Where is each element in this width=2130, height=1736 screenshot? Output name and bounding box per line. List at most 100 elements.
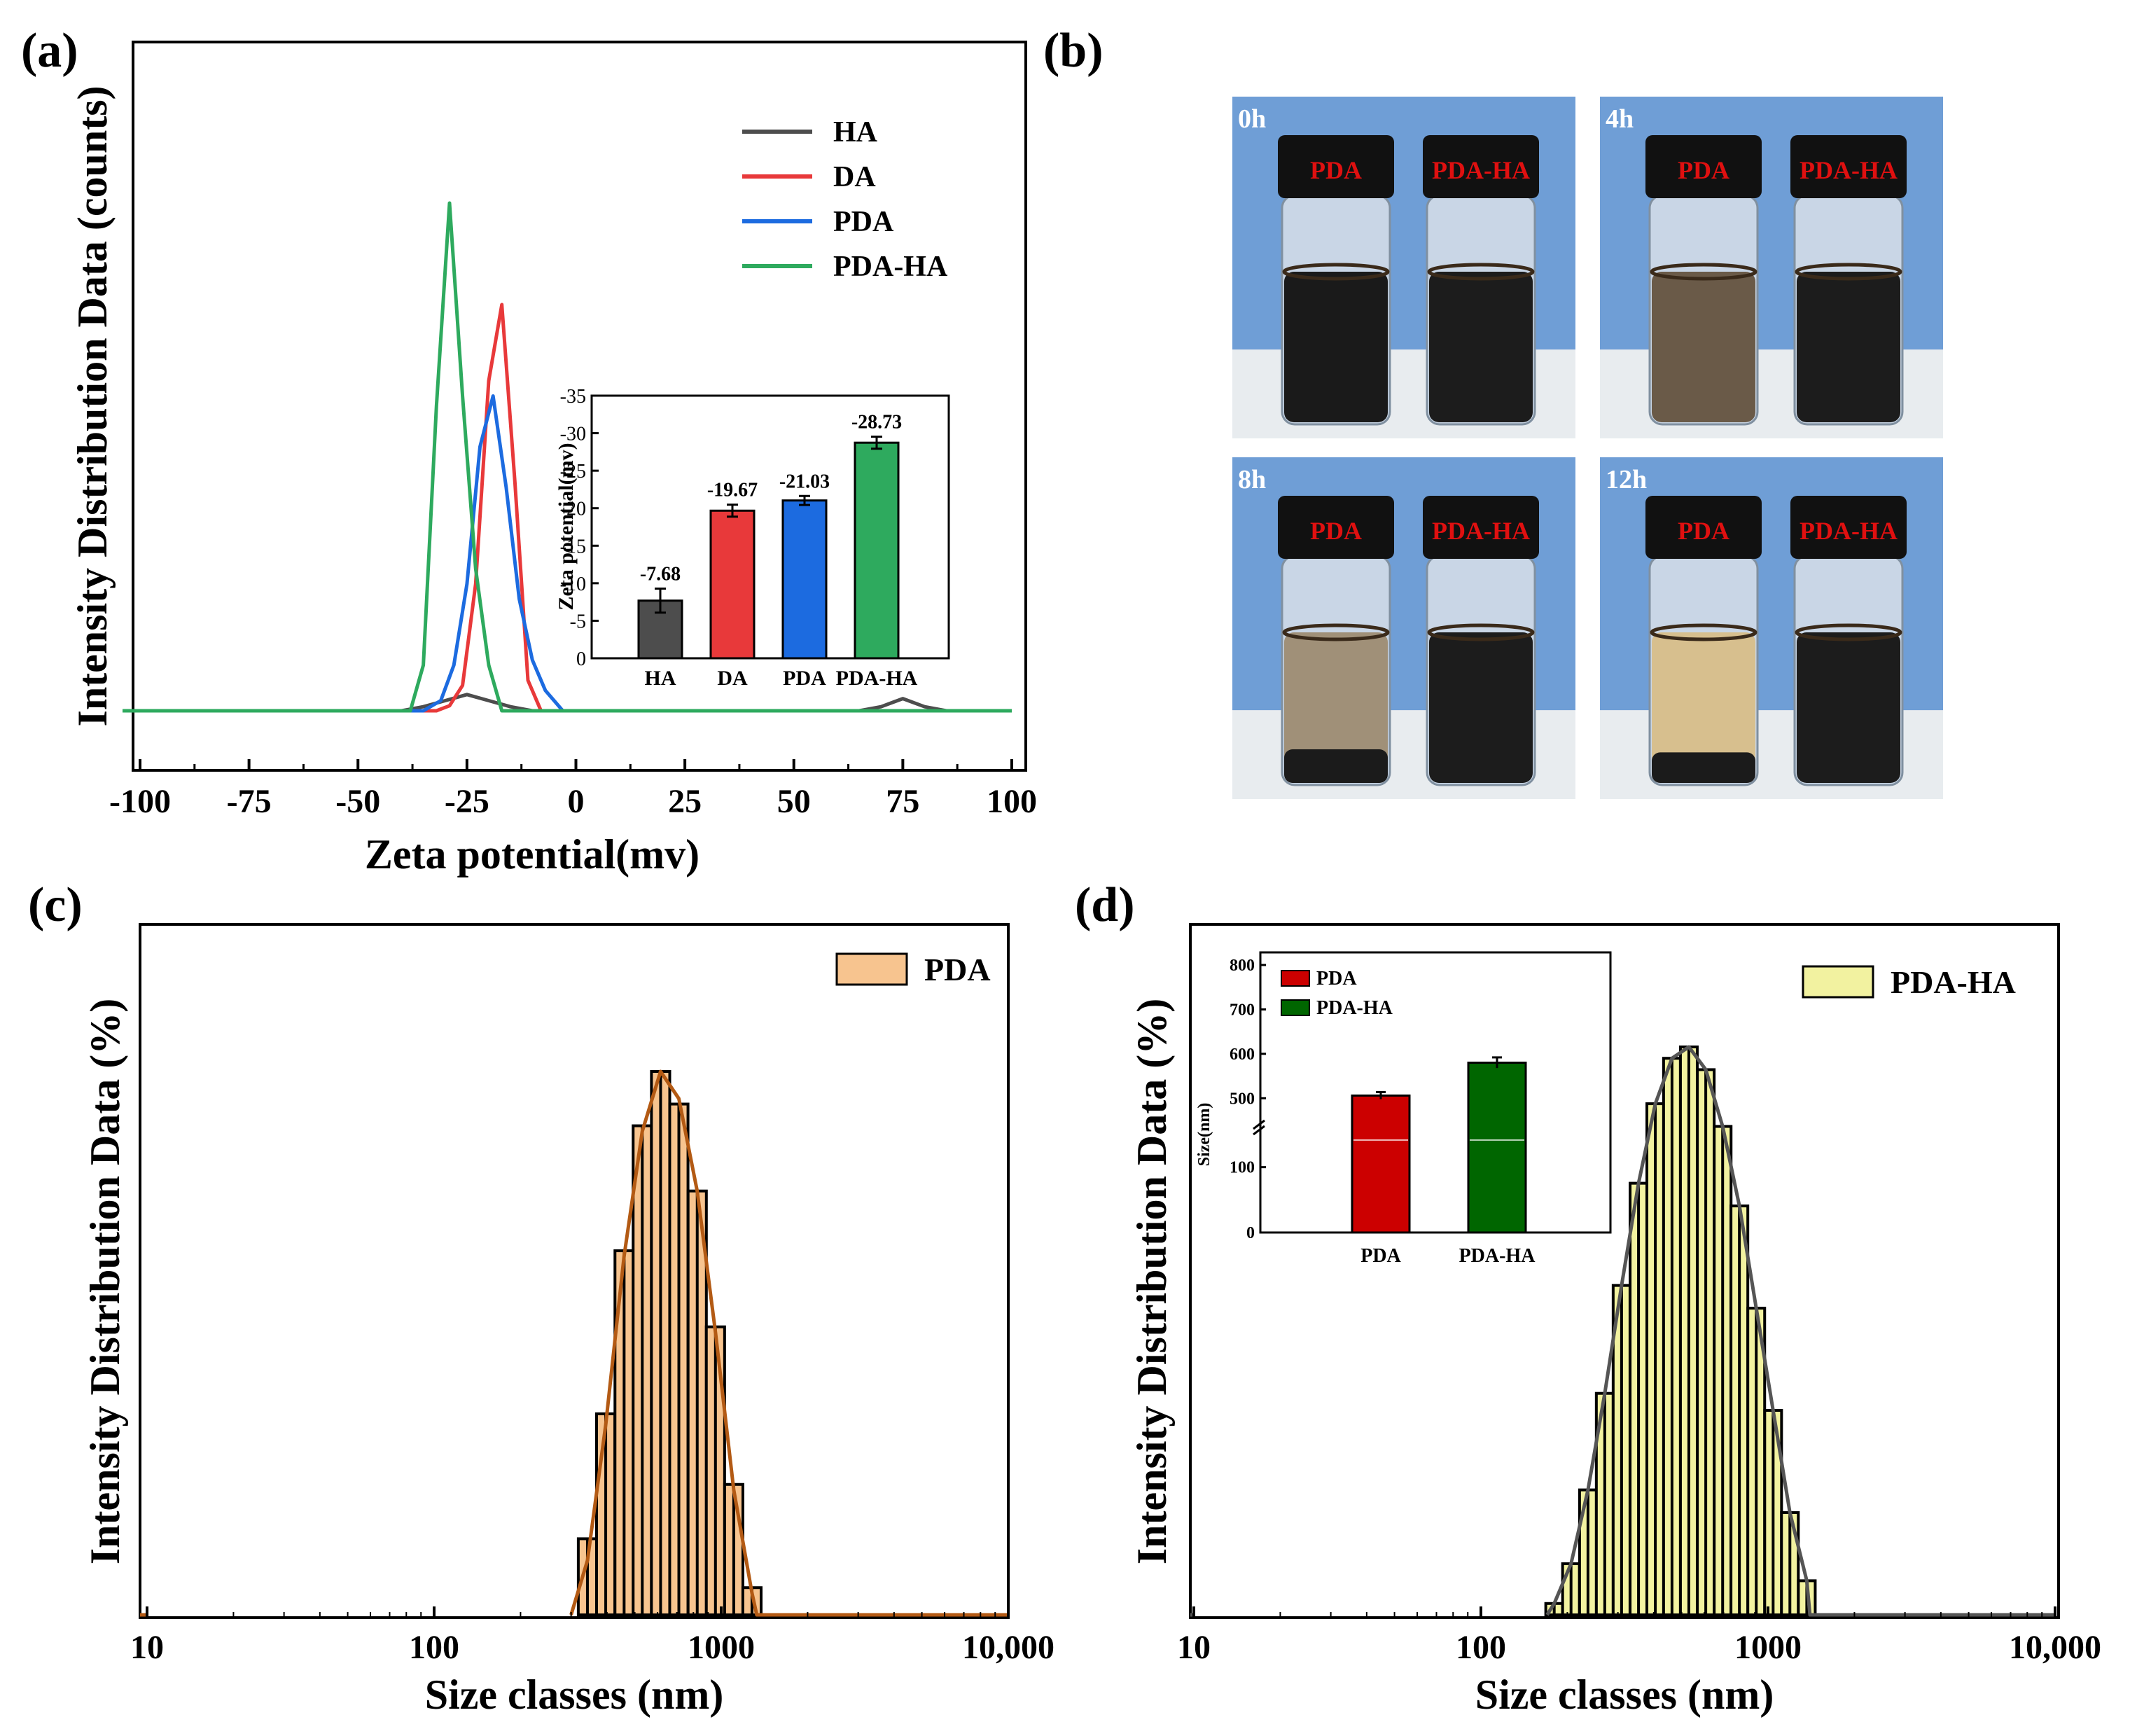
series-line-pda [140, 394, 1012, 713]
inset-a-y-tick-label: -20 [560, 499, 586, 520]
panel-d-x-ticks: 10 100 1000 10,000 [1177, 1606, 2101, 1666]
meniscus [1282, 263, 1390, 281]
inset-d-y-tick-label: 800 [1230, 957, 1255, 975]
inset-a-x-label-da: DA [717, 667, 748, 690]
x-tick-label: 0 [568, 783, 585, 820]
x-tick-label: 10 [1177, 1629, 1211, 1666]
legend-label-pda: PDA [833, 206, 894, 238]
time-label: 4h [1606, 104, 1634, 134]
panel-a-frame [132, 41, 1027, 772]
inset-a-y-tick-label: -10 [560, 574, 586, 595]
vial-photo-4h: 4h PDA PDA-HA [1600, 97, 1943, 438]
meniscus [1427, 263, 1535, 281]
distribution-fit-curve [569, 1069, 1008, 1617]
series-line-ha [140, 693, 1012, 713]
panel-label-d: (d) [1075, 878, 1135, 932]
time-label: 12h [1606, 465, 1647, 494]
x-tick-label: 1000 [688, 1629, 755, 1666]
inset-a-y-tick-label: -25 [560, 461, 586, 482]
legend-c-swatch [835, 952, 908, 986]
right-vial-label: PDA-HA [1432, 156, 1530, 184]
x-tick-label: 100 [987, 783, 1037, 820]
inset-a-data-label: -7.68 [640, 564, 681, 585]
legend-label-ha: HA [833, 116, 878, 148]
right-vial-label: PDA-HA [1800, 517, 1898, 545]
vial-photo-0h: 0h PDA PDA-HA [1232, 97, 1575, 438]
left-vial-cap [1645, 135, 1762, 198]
inset-d-y-tick-label: 700 [1230, 1001, 1255, 1019]
inset-a-bar-pda [781, 499, 828, 660]
inset-d-y-tick-label: 100 [1230, 1159, 1255, 1177]
inset-a-y-tick-label: 0 [576, 648, 586, 670]
inset-a-x-label-pda-ha: PDA-HA [836, 667, 918, 690]
x-tick-label: 100 [409, 1629, 459, 1666]
right-vial-cap [1423, 496, 1539, 559]
inset-a-y-label: Zeta potential(mv) [555, 443, 578, 610]
x-tick-label: -25 [445, 783, 489, 820]
panel-b-vial-photos: 0h PDA PDA-HA 4h PDA PDA-HA 8h PDA PDA-HA 12h PDA P… [1232, 97, 1943, 799]
panel-a-x-label: Zeta potential(mv) [365, 831, 699, 877]
distribution-fit-curve [1545, 1045, 2055, 1617]
time-label: 0h [1238, 104, 1266, 134]
x-tick-label: 25 [668, 783, 702, 820]
x-tick-label: 10 [130, 1629, 164, 1666]
time-label: 8h [1238, 465, 1266, 494]
inset-a-x-label-ha: HA [645, 667, 676, 690]
left-vial-label: PDA [1310, 517, 1362, 545]
vial-photo-8h: 8h PDA PDA-HA [1232, 457, 1575, 799]
inset-a-y-tick-label: -15 [560, 536, 586, 557]
panel-d-size-chart: 10 100 1000 10,000 Size classes (nm) Intens… [1129, 923, 2101, 1718]
meniscus [1282, 623, 1390, 641]
left-vial-cap [1278, 135, 1394, 198]
left-vial-label: PDA [1678, 517, 1729, 545]
x-tick-label: 50 [777, 783, 811, 820]
legend-d-swatch [1802, 965, 1874, 999]
x-tick-label: 10,000 [2009, 1629, 2101, 1666]
inset-a-data-label: -28.73 [851, 412, 902, 433]
axis-break-mark [1253, 1119, 1265, 1130]
left-vial-cap [1278, 496, 1394, 559]
panel-d-y-label: Intensity Distribution Data (%) [1129, 999, 1175, 1564]
panel-d-inset: Size(nm) 0 100 500 600 700 800 PDA PDA-HA PDA PDA… [1195, 951, 1612, 1267]
meniscus [1795, 623, 1902, 641]
panel-label-c: (c) [28, 878, 83, 932]
inset-d-bar-pda [1351, 1094, 1411, 1234]
legend-c-label: PDA [924, 952, 991, 987]
meniscus [1650, 263, 1757, 281]
x-tick-label: 10,000 [962, 1629, 1054, 1666]
panel-d-x-label: Size classes (nm) [1475, 1672, 1774, 1718]
panel-a-lines [123, 201, 1012, 713]
x-tick-label: 75 [886, 783, 919, 820]
inset-d-legend-swatch [1281, 970, 1310, 987]
inset-a-y-tick-label: -5 [570, 611, 586, 632]
inset-d-y-tick-label: 0 [1246, 1224, 1255, 1242]
inset-d-x-label-pda: PDA [1360, 1245, 1401, 1267]
axis-break-mark [1253, 1125, 1265, 1136]
right-vial-label: PDA-HA [1800, 156, 1898, 184]
panel-label-b: (b) [1043, 24, 1104, 78]
left-vial-liquid [1652, 632, 1755, 783]
inset-d-y-tick-label: 500 [1230, 1090, 1255, 1108]
inset-d-x-label-pda-ha: PDA-HA [1459, 1245, 1536, 1267]
left-vial-label: PDA [1678, 156, 1729, 184]
inset-d-frame [1259, 951, 1612, 1234]
x-tick-label: -100 [109, 783, 171, 820]
panel-c-x-ticks: 10 100 1000 10,000 [130, 1606, 1054, 1666]
series-line-da [140, 303, 1012, 713]
inset-a-x-label-pda: PDA [783, 667, 826, 690]
panel-a-zeta-chart: -100 -75 -50 -25 0 25 50 75 100 Zeta potential(m… [69, 41, 1037, 877]
right-vial-liquid [1429, 272, 1533, 422]
x-tick-label: -50 [335, 783, 380, 820]
inset-a-bar-pda-ha [854, 441, 900, 660]
inset-a-y-tick-label: -35 [560, 386, 586, 408]
inset-a-data-label: -19.67 [707, 480, 758, 501]
right-vial-liquid [1797, 632, 1900, 783]
series-line-pda-ha [140, 201, 1012, 713]
inset-a-y-tick-label: -30 [560, 424, 586, 445]
panel-c-legend: PDA [835, 952, 991, 987]
panel-c-histogram [140, 1069, 1008, 1617]
legend-label-da: DA [833, 161, 876, 193]
left-vial-liquid [1284, 272, 1388, 422]
inset-a-data-label: -21.03 [779, 471, 830, 492]
